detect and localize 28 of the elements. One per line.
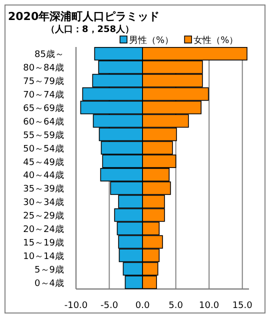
y-tick-label: 80～84歳: [23, 62, 64, 74]
y-tick-label: 50～54歳: [23, 143, 64, 154]
y-tick-label: 25～29歳: [23, 210, 64, 222]
x-tick-label: -5.0: [100, 301, 118, 311]
x-tick-label: 10.0: [199, 301, 220, 311]
y-tick-label: 10～14歳: [23, 250, 64, 262]
y-tick-label: 75～79歳: [23, 76, 64, 88]
y-tick-label: 65～69歳: [23, 103, 64, 114]
y-tick-label: 85歳～: [34, 49, 64, 60]
x-tick-label: -10.0: [64, 301, 88, 311]
y-tick-label: 55～59歳: [23, 130, 64, 141]
y-tick-label: 40～44歳: [23, 170, 64, 182]
y-tick-label: 0～4歳: [34, 278, 64, 289]
legend-label: 男性（%）: [129, 35, 174, 46]
chart-subtitle: （人口：8，258人）: [46, 24, 134, 35]
x-tick-label: 0.0: [135, 301, 150, 311]
y-tick-label: 35～39歳: [23, 184, 64, 195]
y-tick-label: 15～19歳: [23, 237, 64, 248]
y-tick-label: 30～34歳: [23, 197, 64, 208]
x-tick-label: 5.0: [168, 301, 184, 311]
y-tick-label: 70～74歳: [23, 90, 64, 101]
chart-title: 2020年深浦町人口ピラミッド: [8, 10, 160, 23]
y-tick-label: 20～24歳: [23, 224, 64, 235]
x-tick-label: 15.0: [232, 301, 253, 311]
y-tick-label: 5～9歳: [34, 264, 64, 276]
y-tick-label: 60～64歳: [23, 116, 64, 128]
legend-label: 女性（%）: [194, 35, 238, 46]
y-tick-label: 45～49歳: [23, 156, 64, 168]
